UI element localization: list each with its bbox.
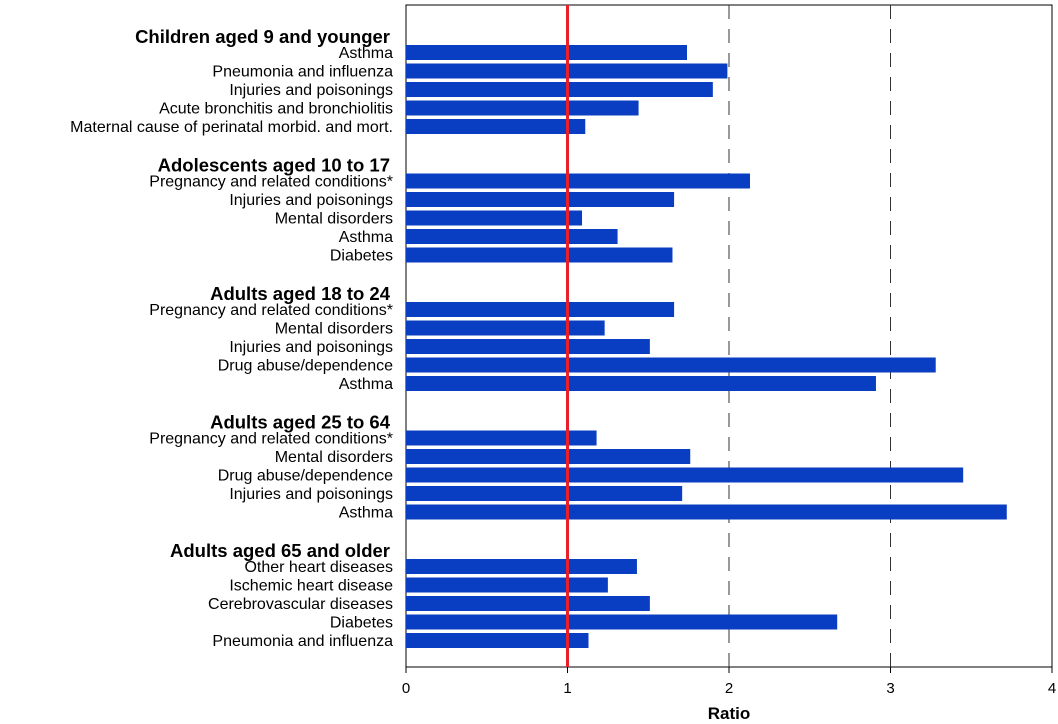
category-label: Pneumonia and influenza bbox=[212, 64, 393, 81]
category-label: Acute bronchitis and bronchiolitis bbox=[159, 101, 393, 118]
group-title: Adults aged 65 and older bbox=[170, 540, 390, 561]
x-tick-label: 1 bbox=[563, 680, 571, 697]
bar bbox=[406, 357, 936, 373]
category-label: Mental disorders bbox=[275, 449, 393, 466]
bar bbox=[406, 559, 637, 574]
category-label: Mental disorders bbox=[275, 211, 393, 228]
bar bbox=[406, 486, 683, 501]
category-label: Drug abuse/dependence bbox=[218, 358, 393, 375]
category-label: Injuries and poisonings bbox=[229, 339, 393, 356]
bar bbox=[406, 229, 618, 244]
bar bbox=[406, 633, 589, 648]
category-label: Asthma bbox=[339, 505, 393, 522]
category-label: Injuries and poisonings bbox=[229, 486, 393, 503]
bar bbox=[406, 376, 876, 391]
category-label: Maternal cause of perinatal morbid. and … bbox=[70, 119, 393, 136]
x-axis-title: Ratio bbox=[708, 704, 751, 723]
category-labels: Children aged 9 and youngerAsthmaPneumon… bbox=[70, 26, 393, 650]
group-title: Adolescents aged 10 to 17 bbox=[158, 155, 390, 176]
x-tick-label: 0 bbox=[402, 680, 410, 697]
category-label: Diabetes bbox=[330, 248, 393, 265]
bar bbox=[406, 467, 964, 483]
x-tick-label: 4 bbox=[1048, 680, 1056, 697]
bar bbox=[406, 449, 691, 464]
category-label: Other heart diseases bbox=[244, 559, 393, 576]
category-label: Drug abuse/dependence bbox=[218, 468, 393, 485]
bar bbox=[406, 596, 650, 611]
bar bbox=[406, 100, 639, 116]
category-label: Diabetes bbox=[330, 615, 393, 632]
bar bbox=[406, 247, 673, 263]
bar bbox=[406, 173, 750, 189]
bar bbox=[406, 504, 1007, 520]
category-label: Asthma bbox=[339, 376, 393, 393]
bar bbox=[406, 210, 583, 226]
bar bbox=[406, 339, 650, 354]
bars bbox=[406, 45, 1007, 648]
category-label: Injuries and poisonings bbox=[229, 192, 393, 209]
group-title: Adults aged 25 to 64 bbox=[210, 412, 391, 433]
category-label: Injuries and poisonings bbox=[229, 82, 393, 99]
bar bbox=[406, 192, 675, 207]
bar bbox=[406, 577, 608, 593]
category-label: Pregnancy and related conditions* bbox=[149, 431, 393, 448]
category-label: Mental disorders bbox=[275, 321, 393, 338]
category-label: Ischemic heart disease bbox=[229, 578, 393, 595]
bar bbox=[406, 82, 713, 97]
category-label: Cerebrovascular diseases bbox=[208, 596, 393, 613]
bar bbox=[406, 430, 597, 446]
category-label: Pregnancy and related conditions* bbox=[149, 174, 393, 191]
bar bbox=[406, 302, 675, 317]
x-tick-label: 2 bbox=[725, 680, 733, 697]
gridlines bbox=[728, 5, 891, 667]
bar bbox=[406, 119, 586, 134]
category-label: Pneumonia and influenza bbox=[212, 633, 393, 650]
category-label: Asthma bbox=[339, 229, 393, 246]
x-axis-ticks: 0 1 2 3 4 bbox=[402, 667, 1056, 697]
bar bbox=[406, 614, 838, 630]
category-label: Asthma bbox=[339, 45, 393, 62]
group-title: Adults aged 18 to 24 bbox=[210, 283, 391, 304]
group-title: Children aged 9 and younger bbox=[135, 26, 390, 47]
x-tick-label: 3 bbox=[886, 680, 894, 697]
category-label: Pregnancy and related conditions* bbox=[149, 302, 393, 319]
bar bbox=[406, 45, 688, 60]
bar bbox=[406, 320, 605, 336]
